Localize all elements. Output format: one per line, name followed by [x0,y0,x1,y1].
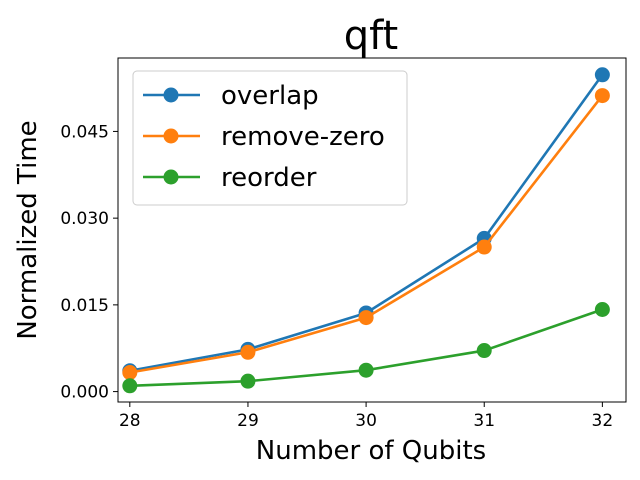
data-point-remove-zero [122,365,138,381]
y-axis: 0.000 0.015 0.030 0.045 [60,122,118,403]
legend-label: reorder [221,163,317,193]
data-point-remove-zero [240,344,256,360]
data-point-remove-zero [476,239,492,255]
data-point-overlap [594,67,610,83]
y-tick-label: 0.045 [60,122,109,142]
data-point-reorder [240,373,256,389]
y-tick-label: 0.015 [60,296,109,316]
x-tick-label: 32 [592,411,614,431]
x-tick-label: 28 [119,411,141,431]
data-point-reorder [358,362,374,378]
legend-marker [163,87,179,103]
legend-label: overlap [221,81,319,111]
data-point-remove-zero [358,310,374,326]
legend-box [132,70,408,206]
data-point-reorder [476,343,492,359]
plot-area [117,57,627,403]
legend: overlap remove-zero reorder [132,70,408,206]
legend-label: remove-zero [221,122,385,152]
data-point-remove-zero [594,88,610,104]
data-point-reorder [594,301,610,317]
x-tick-label: 31 [473,411,495,431]
y-axis-title: Normalized Time [13,120,43,339]
legend-marker [163,169,179,185]
y-tick-label: 0.030 [60,209,109,229]
series-layer [122,67,610,394]
x-tick-label: 29 [237,411,259,431]
data-point-reorder [122,378,138,394]
legend-marker [163,128,179,144]
y-tick-label: 0.000 [60,383,109,403]
x-axis: 28 29 30 31 32 [119,402,613,431]
chart-title: qft [344,13,398,59]
x-axis-title: Number of Qubits [256,436,486,466]
x-tick-label: 30 [355,411,377,431]
